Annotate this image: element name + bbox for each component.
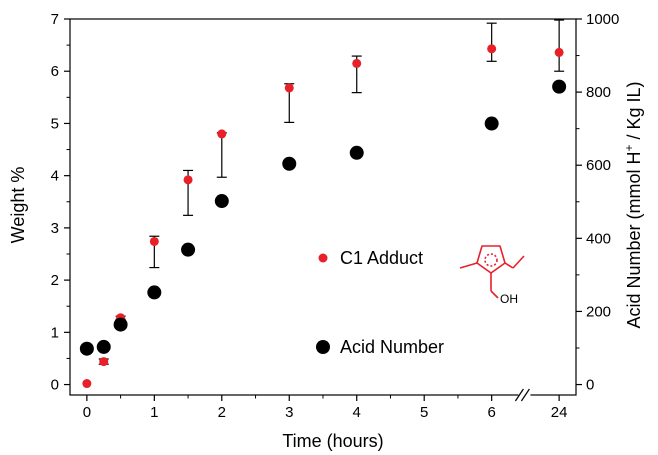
y-axis-right-title-main: Acid Number (mmol H bbox=[624, 152, 644, 329]
x-axis-break-mark bbox=[520, 388, 530, 402]
y-left-tick-label: 5 bbox=[51, 115, 59, 132]
x-axis-break-gap bbox=[518, 391, 531, 399]
legend-marker-acid-number bbox=[316, 340, 330, 354]
x-tick-label: 2 bbox=[218, 404, 226, 421]
y-left-tick-label: 7 bbox=[51, 11, 59, 28]
c1-adduct-point bbox=[487, 44, 497, 54]
y-left-tick-label: 4 bbox=[51, 168, 59, 185]
c1-adduct-point bbox=[82, 379, 92, 389]
y-left-tick-label: 6 bbox=[51, 63, 59, 80]
acid-number-point bbox=[282, 156, 297, 171]
legend-marker-c1-adduct bbox=[318, 253, 328, 263]
y-left-tick-label: 3 bbox=[51, 220, 59, 237]
x-tick-label: 0 bbox=[83, 404, 91, 421]
plot-frame bbox=[69, 18, 577, 396]
acid-number-point bbox=[79, 341, 94, 356]
x-axis-break-mark bbox=[514, 388, 524, 402]
legend-label-acid-number: Acid Number bbox=[340, 337, 444, 357]
y-right-tick-label: 600 bbox=[586, 157, 611, 174]
c1-adduct-point bbox=[99, 357, 109, 367]
y-axis-right-title-sup: + bbox=[622, 144, 636, 151]
y-right-tick-label: 0 bbox=[586, 377, 594, 394]
legend: C1 Adduct Acid Number bbox=[316, 248, 444, 357]
x-tick-label: 24 bbox=[551, 404, 568, 421]
imidazolium-hydroxymethyl-icon: OH bbox=[459, 245, 525, 306]
plot-border bbox=[69, 18, 577, 396]
acid-number-point bbox=[484, 116, 499, 131]
acid-number-point bbox=[214, 194, 229, 209]
c1-adduct-point bbox=[183, 175, 193, 185]
acid-number-point bbox=[181, 242, 196, 257]
acid-number-point bbox=[552, 79, 567, 94]
y-right-tick-label: 200 bbox=[586, 303, 611, 320]
y-left-tick-label: 0 bbox=[51, 377, 59, 394]
y-right-tick-label: 1000 bbox=[586, 11, 619, 28]
x-tick-label: 5 bbox=[420, 404, 428, 421]
acid-number-point bbox=[113, 317, 128, 332]
c1-adduct-point bbox=[149, 236, 159, 246]
c1-adduct-point bbox=[217, 129, 227, 139]
x-tick-label: 4 bbox=[353, 404, 361, 421]
y-left-tick-label: 2 bbox=[51, 272, 59, 289]
y-axis-left: 0 1 2 3 4 5 6 7 bbox=[51, 11, 70, 394]
structure-label-oh: OH bbox=[500, 292, 518, 306]
series-c1-adduct bbox=[82, 19, 565, 389]
y-left-tick-label: 1 bbox=[51, 324, 59, 341]
series-acid-number bbox=[79, 79, 567, 356]
legend-label-c1-adduct: C1 Adduct bbox=[340, 248, 423, 268]
x-axis-title: Time (hours) bbox=[282, 431, 383, 451]
x-axis: 0 1 2 3 4 5 6 24 bbox=[83, 388, 568, 421]
y-axis-left-title: Weight % bbox=[8, 167, 28, 244]
acid-number-point bbox=[349, 145, 364, 160]
x-tick-label: 1 bbox=[150, 404, 158, 421]
c1-adduct-point bbox=[284, 83, 294, 93]
y-right-tick-label: 400 bbox=[586, 230, 611, 247]
y-right-tick-label: 800 bbox=[586, 84, 611, 101]
acid-number-point bbox=[147, 285, 162, 300]
x-tick-label: 3 bbox=[285, 404, 293, 421]
c1-adduct-point bbox=[554, 47, 564, 57]
y-axis-right-title-tail: / Kg IL) bbox=[624, 81, 644, 144]
acid-number-point bbox=[96, 339, 111, 354]
c1-adduct-point bbox=[352, 58, 362, 68]
y-axis-right-title: Acid Number (mmol H+ / Kg IL) bbox=[622, 81, 644, 328]
y-axis-right: 0 200 400 600 800 1000 bbox=[576, 11, 619, 394]
x-tick-label: 6 bbox=[487, 404, 495, 421]
